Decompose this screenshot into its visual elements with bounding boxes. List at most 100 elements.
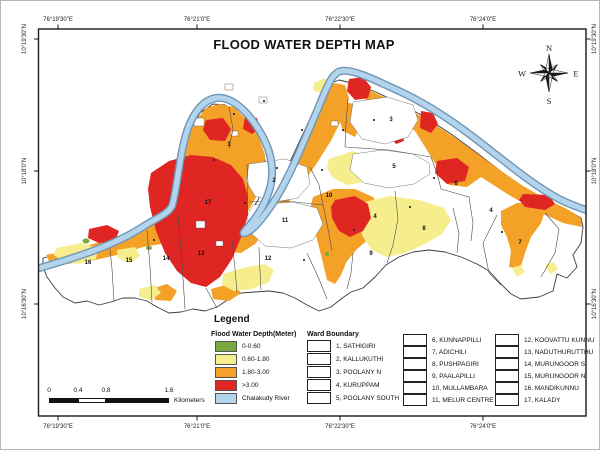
- legend-ward-item: 7, ADICHILI: [403, 346, 467, 358]
- map-frame: [37, 28, 587, 417]
- ward-number: 2: [272, 178, 276, 184]
- legend-ward-item: 6, KUNNAPPILLI: [403, 334, 482, 346]
- legend-ward-item: 11, MELUR CENTRE: [403, 394, 494, 406]
- lat-label-right-2: 10°18'0"N: [592, 157, 598, 185]
- compass-south-label: S: [547, 96, 552, 106]
- legend-depth-item: 0.60-1.80: [215, 353, 270, 365]
- ward-number: 9: [369, 251, 373, 257]
- ward-number: 6: [454, 181, 458, 187]
- scale-tick-0: 0: [47, 387, 51, 394]
- legend-heading: Legend: [214, 314, 250, 325]
- scale-bar-segment: [106, 398, 169, 403]
- depth-label: >3.00: [242, 381, 259, 389]
- ward-label: 4, KURUPPAM: [336, 381, 380, 389]
- legend-ward-item: 14, MURUNGOOR S: [495, 358, 585, 370]
- scale-tick-16: 1.6: [164, 387, 174, 394]
- scale-unit-label: Kilometers: [174, 397, 205, 404]
- depth-swatch-green: [215, 340, 237, 352]
- ward-swatch: [495, 358, 519, 370]
- depth-label: 0-0.60: [242, 342, 261, 350]
- ward-swatch: [403, 346, 427, 358]
- ward-label: 17, KALADY: [524, 396, 561, 404]
- legend-ward-item: 2, KALLUKUTHI: [307, 353, 384, 365]
- depth-label: Chalakudy River: [242, 394, 290, 402]
- ward-label: 6, KUNNAPPILLI: [432, 336, 482, 344]
- depth-swatch-orange: [215, 366, 237, 378]
- flood-zone-yellow: [53, 78, 558, 300]
- legend-ward-item: 1, SATHIGIRI: [307, 340, 375, 352]
- ward-label: 15, MURUNGOOR N: [524, 372, 586, 380]
- depth-swatch-river: [215, 392, 237, 404]
- ward-swatch: [403, 394, 427, 406]
- ward-swatch: [495, 370, 519, 382]
- ward-swatch: [495, 382, 519, 394]
- ward-number: 3: [389, 117, 393, 123]
- map-title: FLOOD WATER DEPTH MAP: [213, 37, 395, 52]
- compass-rose: N E S W: [518, 43, 579, 106]
- ward-swatch: [307, 340, 331, 352]
- legend-ward-item: 5, POOLANY SOUTH: [307, 392, 399, 404]
- ward-number: 10: [326, 193, 333, 199]
- depth-swatch-yellow: [215, 353, 237, 365]
- legend-depth-item: 0-0.60: [215, 340, 261, 352]
- ward-swatch: [307, 366, 331, 378]
- ward-label: 16, MANDIKUNNU: [524, 384, 579, 392]
- ward-swatch: [307, 379, 331, 391]
- lon-label-top-3: 76°22'30"E: [325, 17, 355, 23]
- legend-ward-item: 13, NADUTHURUTTHU: [495, 346, 593, 358]
- legend-ward-item: 12, KOOVATTU KUNNU: [495, 334, 595, 346]
- ward-boundaries: [108, 98, 560, 310]
- lon-label-top-2: 76°21'0"E: [183, 17, 211, 23]
- ward-swatch: [307, 392, 331, 404]
- lat-label-right-3: 10°16'30"N: [592, 288, 598, 320]
- lon-label-bottom-4: 76°24'0"E: [469, 424, 497, 430]
- legend-ward-item: 4, KURUPPAM: [307, 379, 380, 391]
- legend-ward-item: 15, MURUNGOOR N: [495, 370, 586, 382]
- ward-swatch: [495, 394, 519, 406]
- ward-swatch: [403, 358, 427, 370]
- ward-number: 1: [227, 142, 231, 148]
- lon-label-bottom-3: 76°22'30"E: [325, 424, 355, 430]
- ward-label: 7, ADICHILI: [432, 348, 467, 356]
- ward-label: 9, PAALAPILLI: [432, 372, 475, 380]
- compass-north-label: N: [546, 43, 552, 53]
- ward-number: 7: [518, 240, 522, 246]
- compass-west-label: W: [518, 69, 526, 79]
- ward-label: 8, PUSHPAGIRI: [432, 360, 479, 368]
- ward-label: 3, POOLANY N: [336, 368, 382, 376]
- ward-number: 15: [126, 258, 133, 264]
- ward-label: 2, KALLUKUTHI: [336, 355, 384, 363]
- scale-bar: [49, 398, 169, 403]
- legend-ward-item: 8, PUSHPAGIRI: [403, 358, 479, 370]
- scale-bar-segment: [49, 398, 78, 403]
- ward-number: 14: [163, 256, 170, 262]
- unflooded-areas: [193, 83, 431, 249]
- ward-swatch: [403, 382, 427, 394]
- lon-label-top-4: 76°24'0"E: [469, 17, 497, 23]
- ward-number: 16: [85, 260, 92, 266]
- ward-swatch: [403, 370, 427, 382]
- ward-label: 10, MULLAMBARA: [432, 384, 488, 392]
- depth-label: 1.80-3.00: [242, 368, 270, 376]
- chalakudy-river: [38, 66, 586, 273]
- ward-swatch: [495, 346, 519, 358]
- scale-bar-segment: [78, 398, 106, 403]
- legend-ward-item: 16, MANDIKUNNU: [495, 382, 579, 394]
- ward-swatch: [495, 334, 519, 346]
- ward-number: 4: [489, 208, 493, 214]
- depth-label: 0.60-1.80: [242, 355, 270, 363]
- depth-swatch-red: [215, 379, 237, 391]
- legend-ward-item: 10, MULLAMBARA: [403, 382, 488, 394]
- map-graphics: 1 2 3 4 4 5 6 7 8 9 10 11 12 13 14 15 16…: [38, 66, 586, 314]
- lon-label-top-1: 76°19'30"E: [43, 17, 73, 23]
- legend-depth-header: Flood Water Depth(Meter): [211, 331, 297, 338]
- ward-number: 5: [392, 164, 396, 170]
- ward-number: 4: [373, 214, 377, 220]
- legend-depth-item: 1.80-3.00: [215, 366, 270, 378]
- ward-number-labels: 1 2 3 4 4 5 6 7 8 9 10 11 12 13 14 15 16…: [85, 117, 523, 266]
- graticule-ticks: [34, 24, 591, 421]
- ward-number: 17: [205, 200, 212, 206]
- compass-east-label: E: [573, 69, 578, 79]
- lat-label-left-3: 10°16'30"N: [22, 288, 28, 320]
